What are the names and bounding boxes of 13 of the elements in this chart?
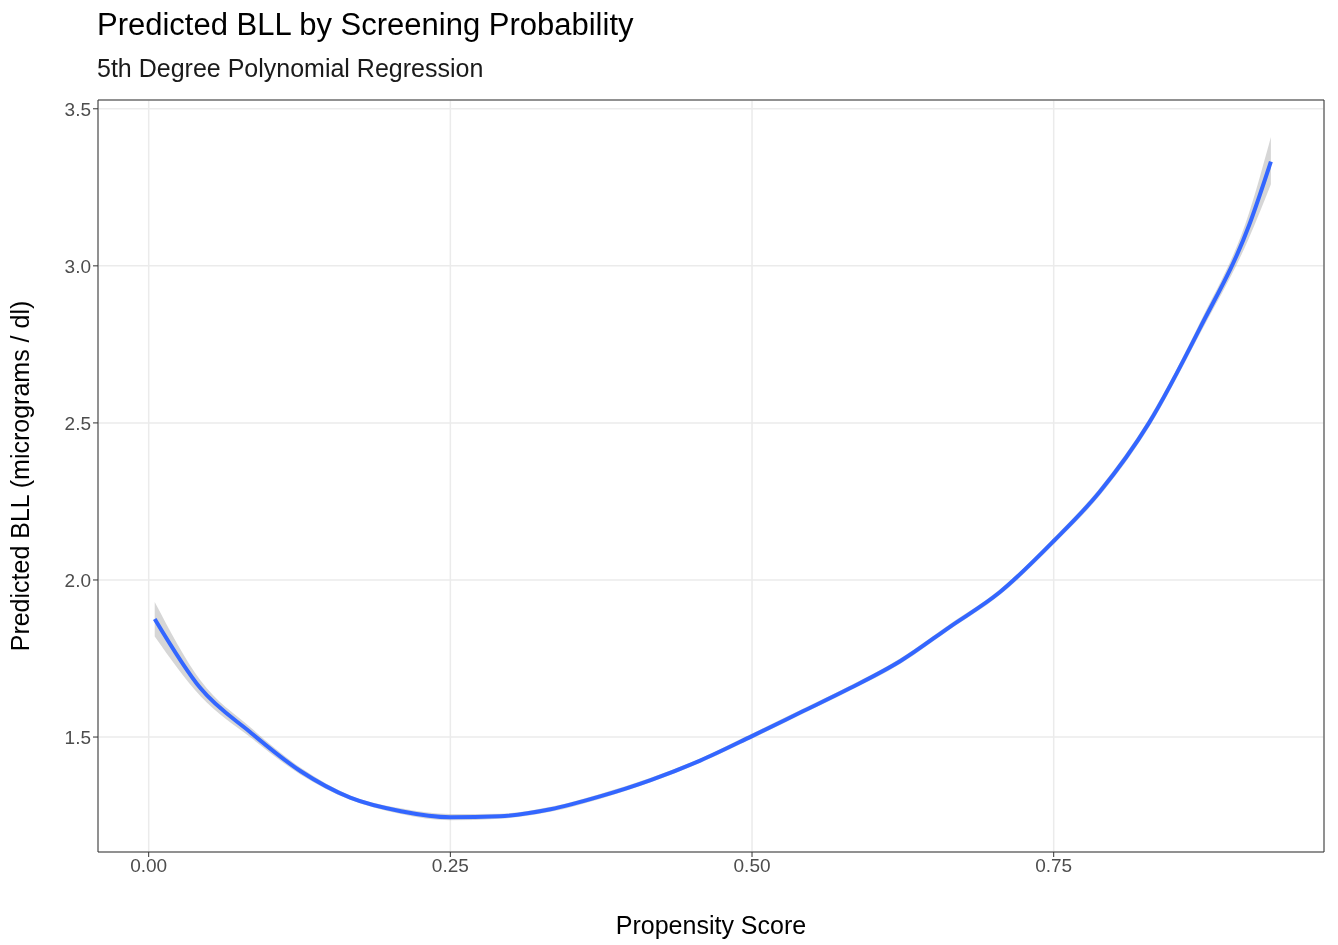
- y-tick-label: 2.0: [64, 569, 91, 591]
- y-tick-label: 3.0: [64, 255, 91, 277]
- x-tick-label: 0.75: [1035, 855, 1073, 877]
- y-tick-label: 3.5: [64, 98, 91, 120]
- y-tick-label: 1.5: [64, 726, 91, 748]
- chart-title: Predicted BLL by Screening Probability: [97, 7, 635, 42]
- x-tick-label: 0.00: [130, 855, 168, 877]
- x-tick-label: 0.50: [733, 855, 771, 877]
- y-tick-label: 2.5: [64, 412, 91, 434]
- chart-subtitle: 5th Degree Polynomial Regression: [97, 54, 485, 82]
- x-axis-title: Propensity Score: [615, 911, 807, 939]
- x-tick-label: 0.25: [431, 855, 469, 877]
- y-axis-title: Predicted BLL (micrograms / dl): [5, 300, 34, 652]
